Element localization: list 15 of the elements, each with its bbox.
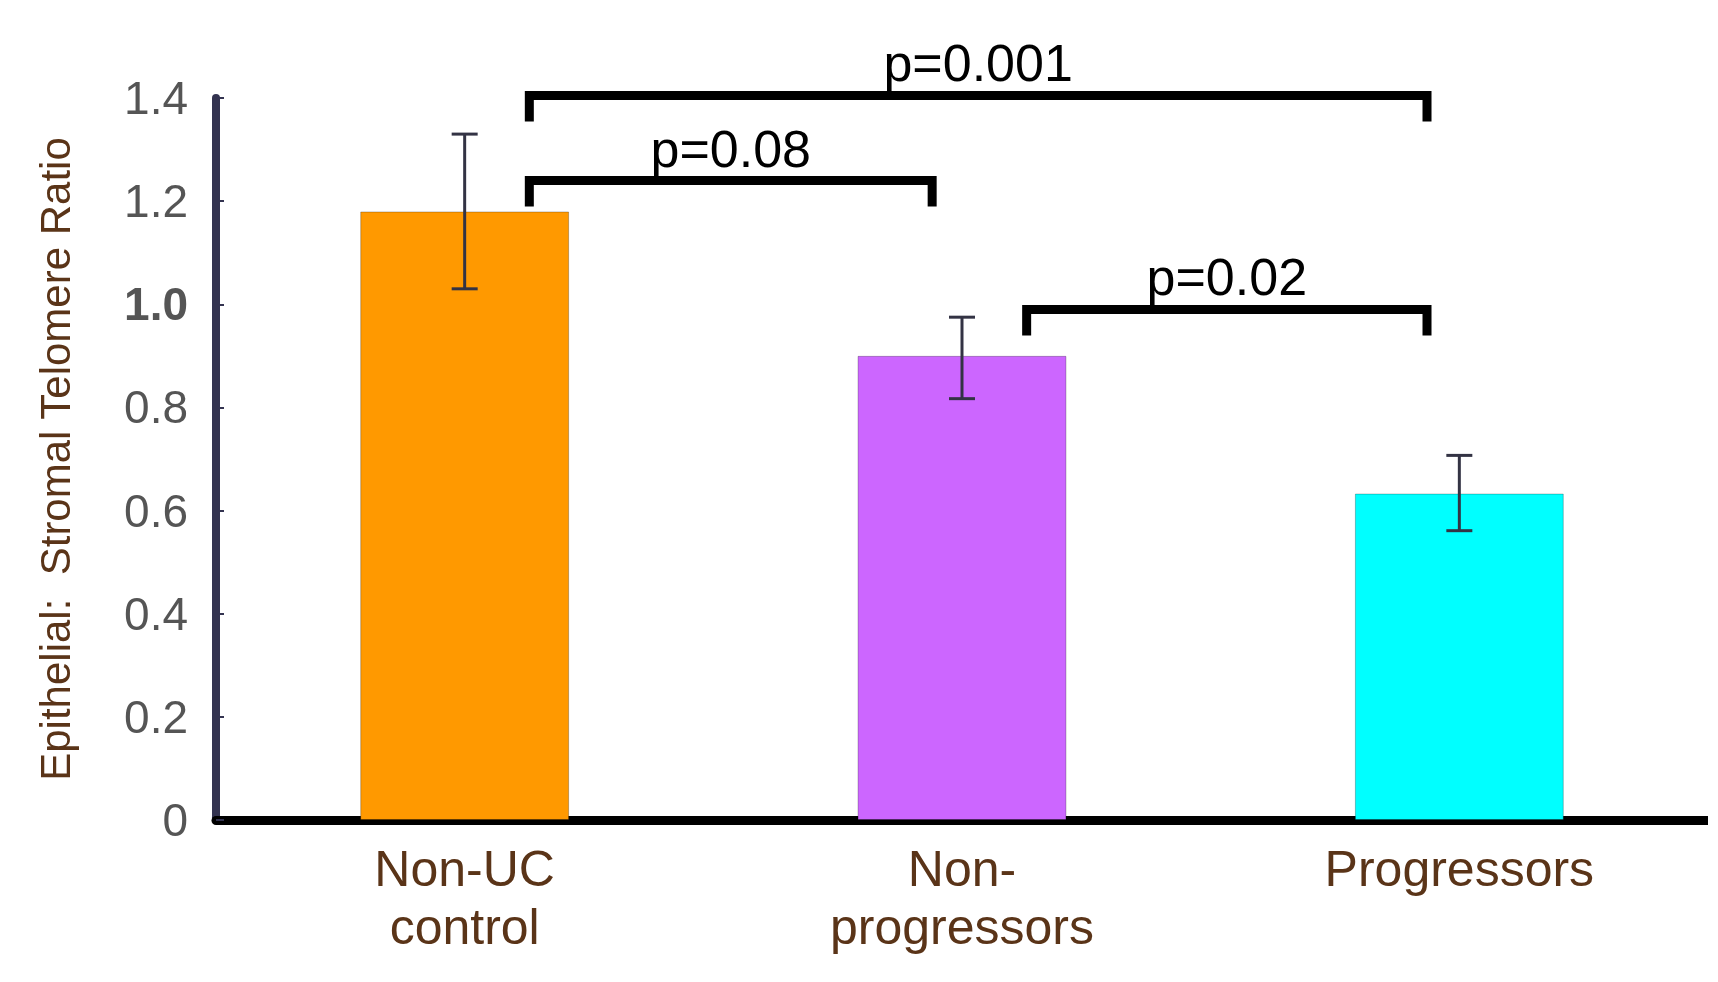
y-axis-title: Epithelial: Stromal Telomere Ratio xyxy=(31,137,79,781)
x-tick-label: Progressors xyxy=(1324,841,1595,897)
y-tick-label: 0.4 xyxy=(124,587,188,640)
y-tick-label: 0 xyxy=(162,794,188,846)
x-tick-label: Non- progressors xyxy=(830,841,1094,955)
y-tick-label: 0.8 xyxy=(124,381,188,434)
y-tick-label: 1.0 xyxy=(124,278,188,331)
text: p=0.001 xyxy=(883,34,1073,93)
y-tick-label: 1.4 xyxy=(124,72,188,124)
x-tick-label: Non-UC control xyxy=(374,841,555,955)
annotation: p=0.02 xyxy=(1146,248,1308,307)
y-tick-label: 0.6 xyxy=(124,484,188,537)
y-tick-label: 0.2 xyxy=(124,690,188,743)
annotation: p=0.08 xyxy=(650,119,811,178)
y-tick-label: 1.2 xyxy=(124,175,188,228)
